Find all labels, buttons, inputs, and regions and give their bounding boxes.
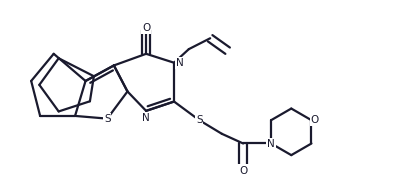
Text: O: O <box>311 115 319 125</box>
Text: N: N <box>142 113 150 123</box>
Text: S: S <box>196 115 203 125</box>
Text: N: N <box>267 139 275 149</box>
Text: N: N <box>176 58 184 68</box>
Text: O: O <box>239 166 247 176</box>
Text: O: O <box>142 23 150 33</box>
Text: S: S <box>104 114 111 124</box>
